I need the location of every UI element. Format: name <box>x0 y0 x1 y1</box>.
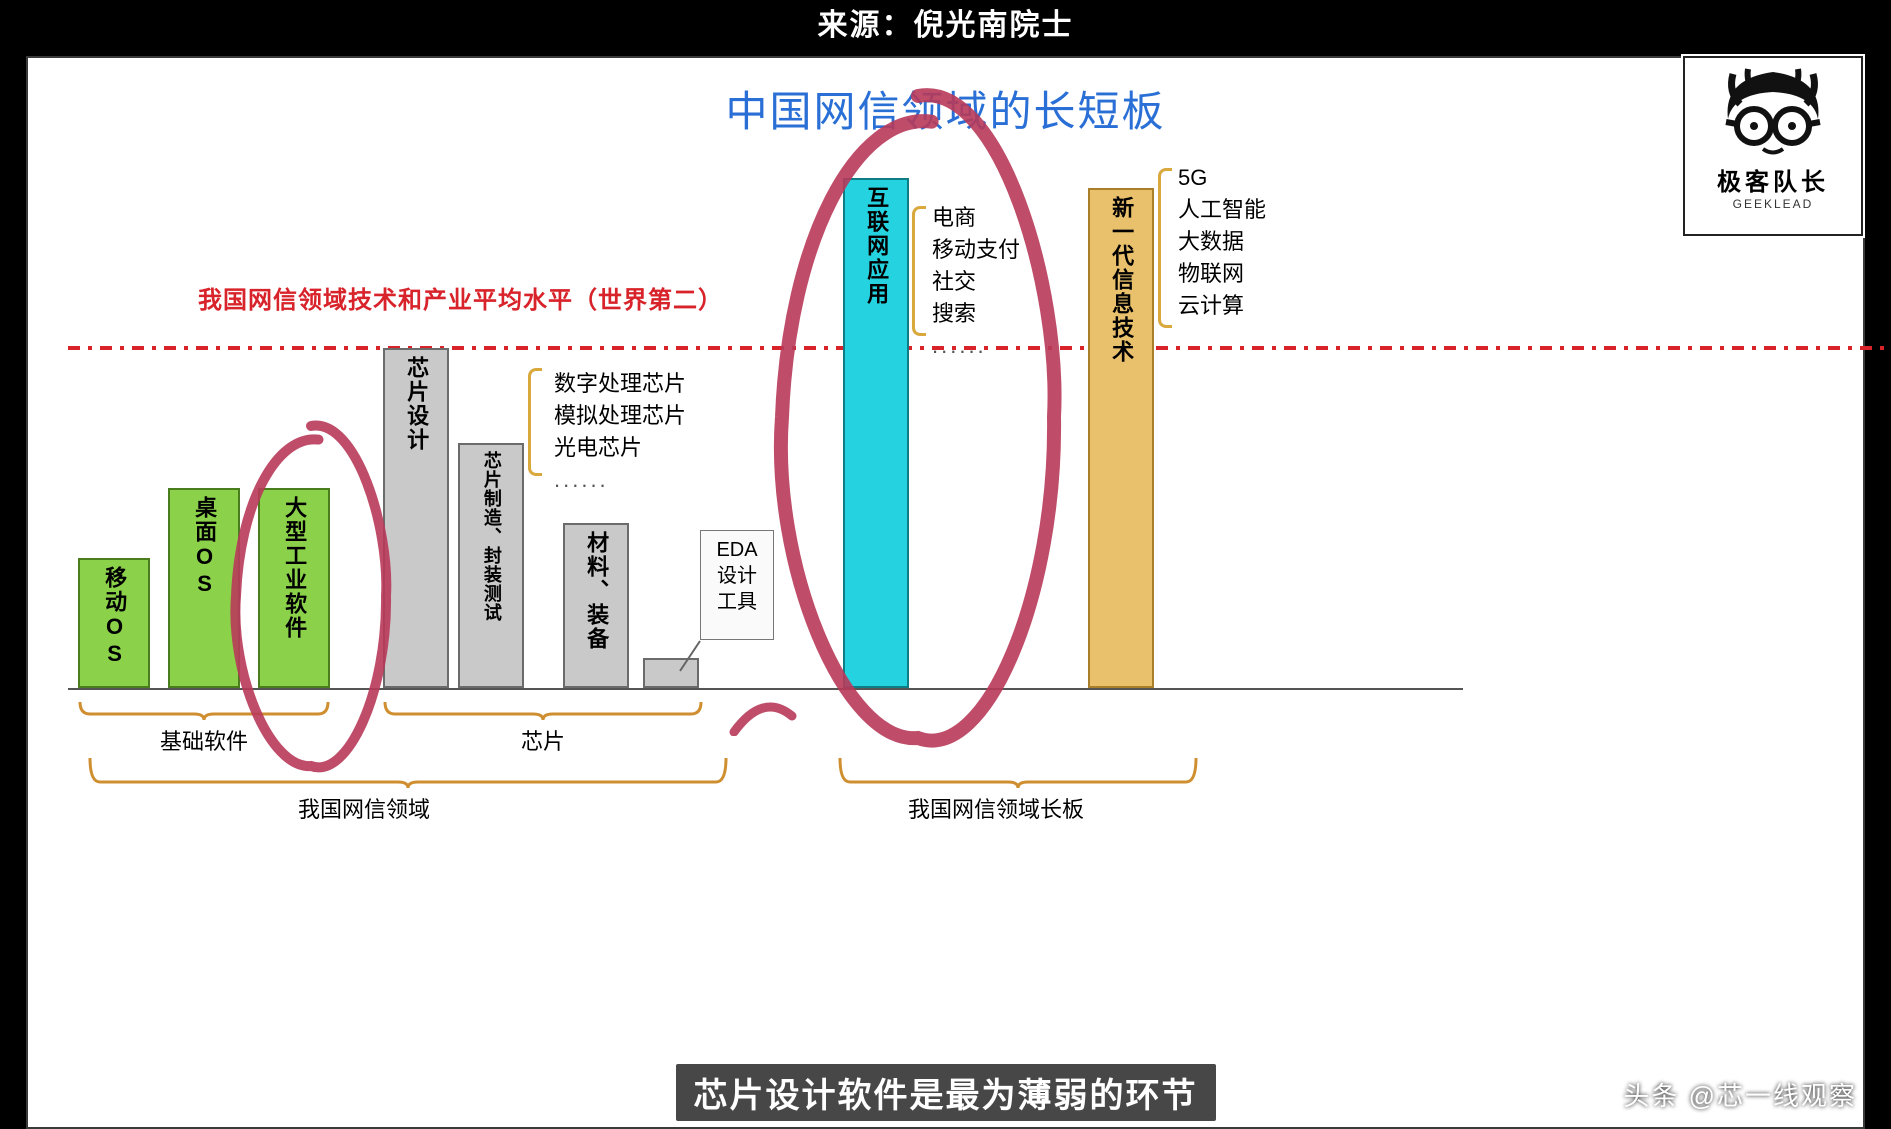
video-subtitle: 芯片设计软件是最为薄弱的环节 <box>676 1064 1216 1121</box>
baseline-label: 我国网信领域技术和产业平均水平（世界第二） <box>198 280 723 315</box>
group-label-basic-sw: 基础软件 <box>78 724 330 756</box>
annot-bracket-nextgen <box>1158 168 1172 328</box>
long-brace-long-board <box>838 756 1198 792</box>
bar-label-materials: 材料、装备 <box>584 531 608 651</box>
channel-logo: 极客队长 GEEKLEAD <box>1683 56 1863 236</box>
long-brace-label-long-board: 我国网信领域长板 <box>908 792 1084 824</box>
bar-mobile-os: 移动OS <box>78 558 150 688</box>
group-brace-chips <box>383 700 703 722</box>
bar-label-chip-design: 芯片设计 <box>404 356 428 452</box>
bar-eda <box>643 658 699 688</box>
ground-line <box>68 688 1463 690</box>
bar-chip-design: 芯片设计 <box>383 348 449 688</box>
bar-label-nextgen: 新一代信息技术 <box>1109 196 1133 364</box>
source-label: 来源：倪光南院士 <box>818 9 1074 42</box>
bar-internet: 互联网应用 <box>843 178 909 688</box>
bar-chip-mfg: 芯片制造、封装测试 <box>458 443 524 688</box>
bar-materials: 材料、装备 <box>563 523 629 688</box>
geek-head-icon <box>1718 64 1828 164</box>
bar-desktop-os: 桌面OS <box>168 488 240 688</box>
annot-bracket-chip-design <box>528 368 542 476</box>
annot-list-chip-design: 数字处理芯片模拟处理芯片光电芯片...... <box>554 368 686 496</box>
highlight-hl-dash <box>728 696 798 736</box>
watermark-text: 头条 @芯一线观察 <box>1623 1076 1857 1113</box>
annot-bracket-internet <box>912 206 926 336</box>
callout-eda: EDA设计工具 <box>700 530 774 640</box>
long-brace-label-short-board: 我国网信领域 <box>298 792 430 824</box>
logo-cn: 极客队长 <box>1717 162 1829 197</box>
annot-list-internet: 电商移动支付社交搜索...... <box>932 202 1020 361</box>
highlight-hl-internet <box>768 82 1068 752</box>
chart-title: 中国网信领域的长短板 <box>28 78 1863 139</box>
bar-label-chip-mfg: 芯片制造、封装测试 <box>481 451 501 622</box>
source-header: 来源：倪光南院士 <box>0 0 1891 56</box>
long-brace-short-board <box>88 756 728 792</box>
annot-list-nextgen: 5G人工智能大数据物联网云计算 <box>1178 162 1266 321</box>
logo-en: GEEKLEAD <box>1733 197 1814 211</box>
chart-canvas: 中国网信领域的长短板 我国网信领域技术和产业平均水平（世界第二） 移动OS 桌面O… <box>26 56 1865 1129</box>
bar-label-mobile-os: 移动OS <box>102 566 126 668</box>
group-label-chips: 芯片 <box>383 724 703 756</box>
group-brace-basic-sw <box>78 700 330 722</box>
stage: 来源：倪光南院士 中国网信领域的长短板 我国网信领域技术和产业平均水平（世界第二… <box>0 0 1891 1129</box>
bar-label-desktop-os: 桌面OS <box>192 496 216 598</box>
bar-nextgen: 新一代信息技术 <box>1088 188 1154 688</box>
bar-label-internet: 互联网应用 <box>864 186 888 306</box>
bar-label-large-sw: 大型工业软件 <box>282 496 306 640</box>
bar-large-sw: 大型工业软件 <box>258 488 330 688</box>
